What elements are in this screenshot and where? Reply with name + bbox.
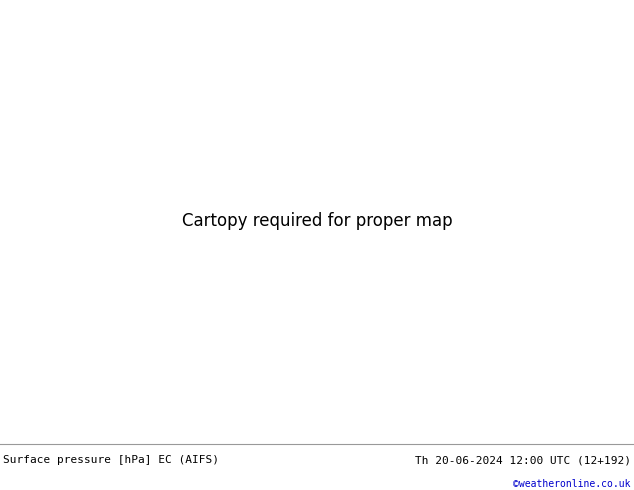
- Text: Surface pressure [hPa] EC (AIFS): Surface pressure [hPa] EC (AIFS): [3, 455, 219, 465]
- Text: Th 20-06-2024 12:00 UTC (12+192): Th 20-06-2024 12:00 UTC (12+192): [415, 455, 631, 465]
- Text: Cartopy required for proper map: Cartopy required for proper map: [182, 212, 452, 230]
- Text: ©weatheronline.co.uk: ©weatheronline.co.uk: [514, 479, 631, 489]
